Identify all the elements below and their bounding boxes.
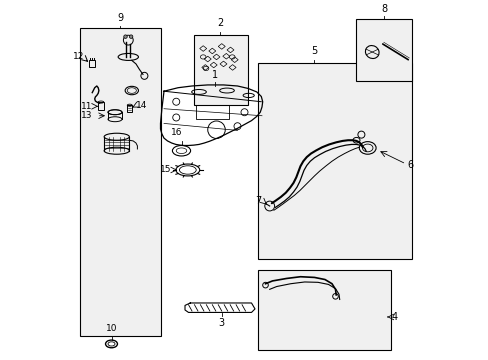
Bar [127, 105, 132, 112]
Bar [258, 63, 412, 259]
Text: 3: 3 [218, 318, 224, 328]
Text: 8: 8 [381, 4, 387, 14]
Text: 1: 1 [211, 70, 217, 80]
Bar [80, 28, 160, 336]
Bar [195, 105, 228, 119]
Text: 5: 5 [311, 46, 317, 56]
Text: 12: 12 [73, 53, 84, 62]
Text: 10: 10 [105, 324, 117, 333]
Text: 6: 6 [407, 160, 412, 170]
Text: 7: 7 [255, 197, 261, 207]
Bar [98, 102, 103, 111]
Polygon shape [184, 303, 254, 312]
Circle shape [123, 35, 127, 39]
Text: 11: 11 [81, 102, 92, 111]
Text: 2: 2 [217, 18, 223, 28]
Bar [356, 19, 412, 81]
Bar [258, 270, 391, 350]
Text: 15: 15 [159, 166, 171, 175]
Bar [193, 35, 247, 105]
Text: 4: 4 [391, 312, 397, 322]
Circle shape [129, 35, 133, 39]
Text: 16: 16 [170, 129, 182, 138]
Bar [89, 60, 95, 67]
Text: 13: 13 [81, 111, 92, 120]
Text: 14: 14 [136, 101, 147, 110]
Text: 9: 9 [117, 13, 123, 23]
